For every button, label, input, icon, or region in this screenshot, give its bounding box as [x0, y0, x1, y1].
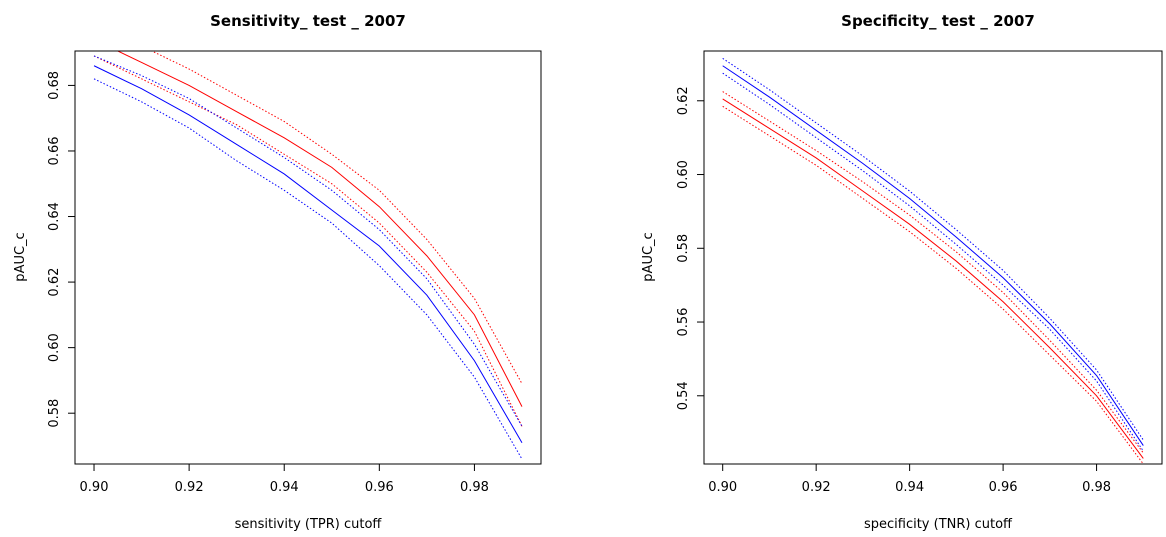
series-group [93, 51, 523, 460]
plot-frame [74, 50, 542, 465]
plot-frame [703, 50, 1163, 465]
y-tick-label: 0.62 [676, 86, 691, 115]
y-axis-label: pAUC_c [641, 232, 656, 281]
y-tick-label: 0.62 [47, 268, 62, 297]
series-group [722, 57, 1144, 464]
blue-estimate-line [93, 65, 523, 443]
chart-title: Sensitivity_ test _ 2007 [210, 12, 406, 30]
tick-group: 0.90 0.92 0.94 0.96 0.98 0.54 0.56 0.58 0.60 0.62 [676, 86, 1111, 495]
red-estimate-line [116, 51, 523, 407]
x-axis-label: specificity (TNR) cutoff [864, 517, 1013, 532]
blue-interval-line [722, 72, 1144, 452]
x-tick-label: 0.96 [365, 480, 394, 495]
blue-interval-line [93, 78, 523, 460]
red-interval-line [150, 51, 523, 384]
x-tick-label: 0.92 [802, 480, 831, 495]
x-tick-label: 0.94 [270, 480, 299, 495]
x-tick-label: 0.92 [175, 480, 204, 495]
y-tick-label: 0.60 [47, 333, 62, 362]
x-axis-label: sensitivity (TPR) cutoff [235, 517, 383, 532]
y-tick-label: 0.58 [676, 234, 691, 263]
chart-title: Specificity_ test _ 2007 [841, 12, 1035, 30]
y-axis-label: pAUC_c [13, 232, 28, 281]
tick-group: 0.90 0.92 0.94 0.96 0.98 0.58 0.60 0.62 0.64 0.66… [47, 71, 489, 495]
red-estimate-line [722, 98, 1144, 459]
x-tick-label: 0.90 [708, 480, 737, 495]
blue-estimate-line [722, 65, 1144, 446]
red-interval-line [93, 55, 523, 427]
x-tick-label: 0.98 [1082, 480, 1111, 495]
red-interval-line [722, 105, 1144, 464]
y-tick-label: 0.54 [676, 381, 691, 410]
y-tick-label: 0.68 [47, 71, 62, 100]
specificity-chart: Specificity_ test _ 2007 0.90 0.92 0.94 0.9… [641, 12, 1163, 532]
blue-interval-line [93, 55, 523, 427]
blue-interval-line [722, 57, 1144, 441]
x-tick-label: 0.94 [895, 480, 924, 495]
y-tick-label: 0.64 [47, 202, 62, 231]
y-tick-label: 0.58 [47, 399, 62, 428]
x-tick-label: 0.90 [80, 480, 109, 495]
sensitivity-chart: Sensitivity_ test _ 2007 0.90 0.92 0.94 0.9… [13, 12, 542, 532]
y-tick-label: 0.60 [676, 160, 691, 189]
y-tick-label: 0.66 [47, 136, 62, 165]
x-tick-label: 0.98 [460, 480, 489, 495]
x-tick-label: 0.96 [989, 480, 1018, 495]
y-tick-label: 0.56 [676, 308, 691, 337]
